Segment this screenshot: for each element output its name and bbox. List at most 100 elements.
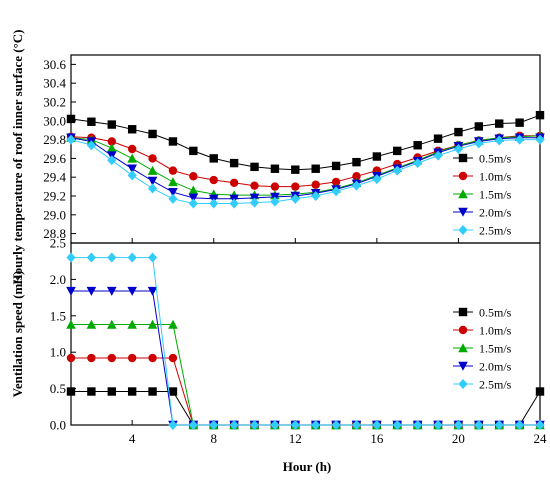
x-tick-label: 12 — [289, 431, 302, 446]
y-tick-label: 30.0 — [43, 113, 66, 128]
data-point — [127, 286, 137, 296]
y-tick-label: 29.4 — [43, 170, 66, 185]
data-point — [148, 154, 157, 163]
data-point — [453, 144, 464, 154]
legend-marker — [458, 153, 468, 163]
legend-label: 1.0m/s — [479, 170, 512, 184]
series-1.0m/s — [66, 131, 545, 191]
x-tick-label: 8 — [210, 431, 217, 446]
data-point — [372, 420, 382, 430]
data-point — [66, 319, 76, 329]
legend-label: 1.0m/s — [479, 324, 512, 338]
data-point — [372, 152, 382, 161]
series-0.5m/s — [66, 387, 545, 430]
data-point — [249, 420, 260, 430]
data-point — [148, 387, 157, 396]
data-point — [229, 198, 239, 209]
series-0.5m/s — [66, 110, 545, 174]
data-point — [229, 420, 239, 430]
legend-marker — [458, 207, 468, 217]
data-point — [270, 196, 280, 207]
data-point — [147, 319, 158, 329]
data-point — [474, 138, 484, 149]
data-point — [87, 353, 96, 363]
legend-label: 2.5m/s — [479, 224, 512, 238]
data-point — [168, 177, 178, 187]
data-point — [352, 157, 361, 167]
data-point — [229, 158, 239, 168]
data-point — [495, 119, 504, 128]
data-point — [168, 137, 178, 146]
series-line — [71, 391, 541, 426]
data-point — [331, 177, 341, 187]
legend-label: 2.5m/s — [479, 378, 512, 392]
data-point — [188, 420, 198, 430]
legend-marker — [458, 307, 468, 317]
data-point — [86, 319, 97, 329]
data-point — [147, 183, 158, 194]
x-tick-label: 20 — [452, 431, 465, 446]
series-line — [70, 137, 540, 200]
data-point — [270, 164, 280, 173]
data-point — [311, 180, 320, 189]
data-point — [127, 153, 137, 163]
data-point — [147, 252, 158, 263]
y-tick-label: 30.2 — [43, 95, 66, 110]
data-point — [535, 134, 545, 145]
data-point — [413, 420, 423, 430]
data-point — [535, 420, 545, 430]
plot-frame — [70, 54, 541, 244]
data-point — [168, 188, 178, 198]
data-point — [433, 420, 443, 430]
data-point — [107, 137, 116, 146]
data-point — [229, 178, 239, 188]
data-point — [106, 319, 117, 329]
data-point — [392, 420, 402, 430]
data-point — [147, 286, 158, 296]
series-2.5m/s — [66, 252, 545, 430]
ventilation-panel: 0.0 0.5 1.0 1.5 2.0 2.5 4 8 12 16 20 24 0.5m/s 1.0m/s… — [50, 236, 547, 447]
data-point — [372, 174, 382, 185]
data-point — [270, 420, 280, 430]
legend-label: 1.5m/s — [479, 342, 512, 356]
data-point — [413, 141, 422, 150]
data-point — [127, 353, 137, 363]
data-point — [515, 118, 524, 127]
data-point — [351, 420, 362, 430]
data-point — [147, 165, 158, 175]
y-tick-label: 29.2 — [43, 189, 66, 204]
data-point — [107, 252, 117, 263]
data-point — [209, 420, 219, 430]
temperature-axis-title: Hourly temperature of roof inner surface… — [10, 29, 25, 284]
data-point — [148, 129, 157, 139]
data-point — [86, 286, 97, 296]
data-point — [494, 420, 504, 430]
y-tick-label: 29.0 — [43, 207, 66, 222]
data-point — [393, 146, 402, 156]
data-point — [209, 198, 219, 209]
series-1.5m/s — [66, 131, 545, 200]
data-point — [189, 172, 198, 181]
legend-marker — [458, 325, 468, 335]
data-point — [127, 125, 137, 134]
legend-marker — [458, 361, 468, 371]
data-point — [433, 134, 443, 143]
data-point — [106, 286, 117, 296]
series-2.5m/s — [66, 134, 545, 209]
y-tick-label: 0.0 — [50, 418, 66, 433]
data-point — [127, 319, 137, 329]
data-point — [168, 420, 178, 430]
data-point — [86, 140, 96, 151]
data-point — [249, 197, 260, 208]
series-line — [71, 257, 540, 426]
data-point — [392, 165, 402, 176]
series-1.5m/s — [66, 319, 545, 430]
y-tick-label: 28.8 — [43, 226, 66, 241]
ventilation-axis-title: Ventilation speed (m/s) — [10, 271, 25, 398]
data-point — [188, 193, 199, 203]
data-point — [474, 420, 484, 430]
temperature-panel: 28.8 29.0 29.2 29.4 29.6 29.8 30.0 30.2 30.4 30.6… — [43, 54, 545, 244]
data-point — [107, 387, 116, 396]
data-point — [66, 353, 76, 363]
